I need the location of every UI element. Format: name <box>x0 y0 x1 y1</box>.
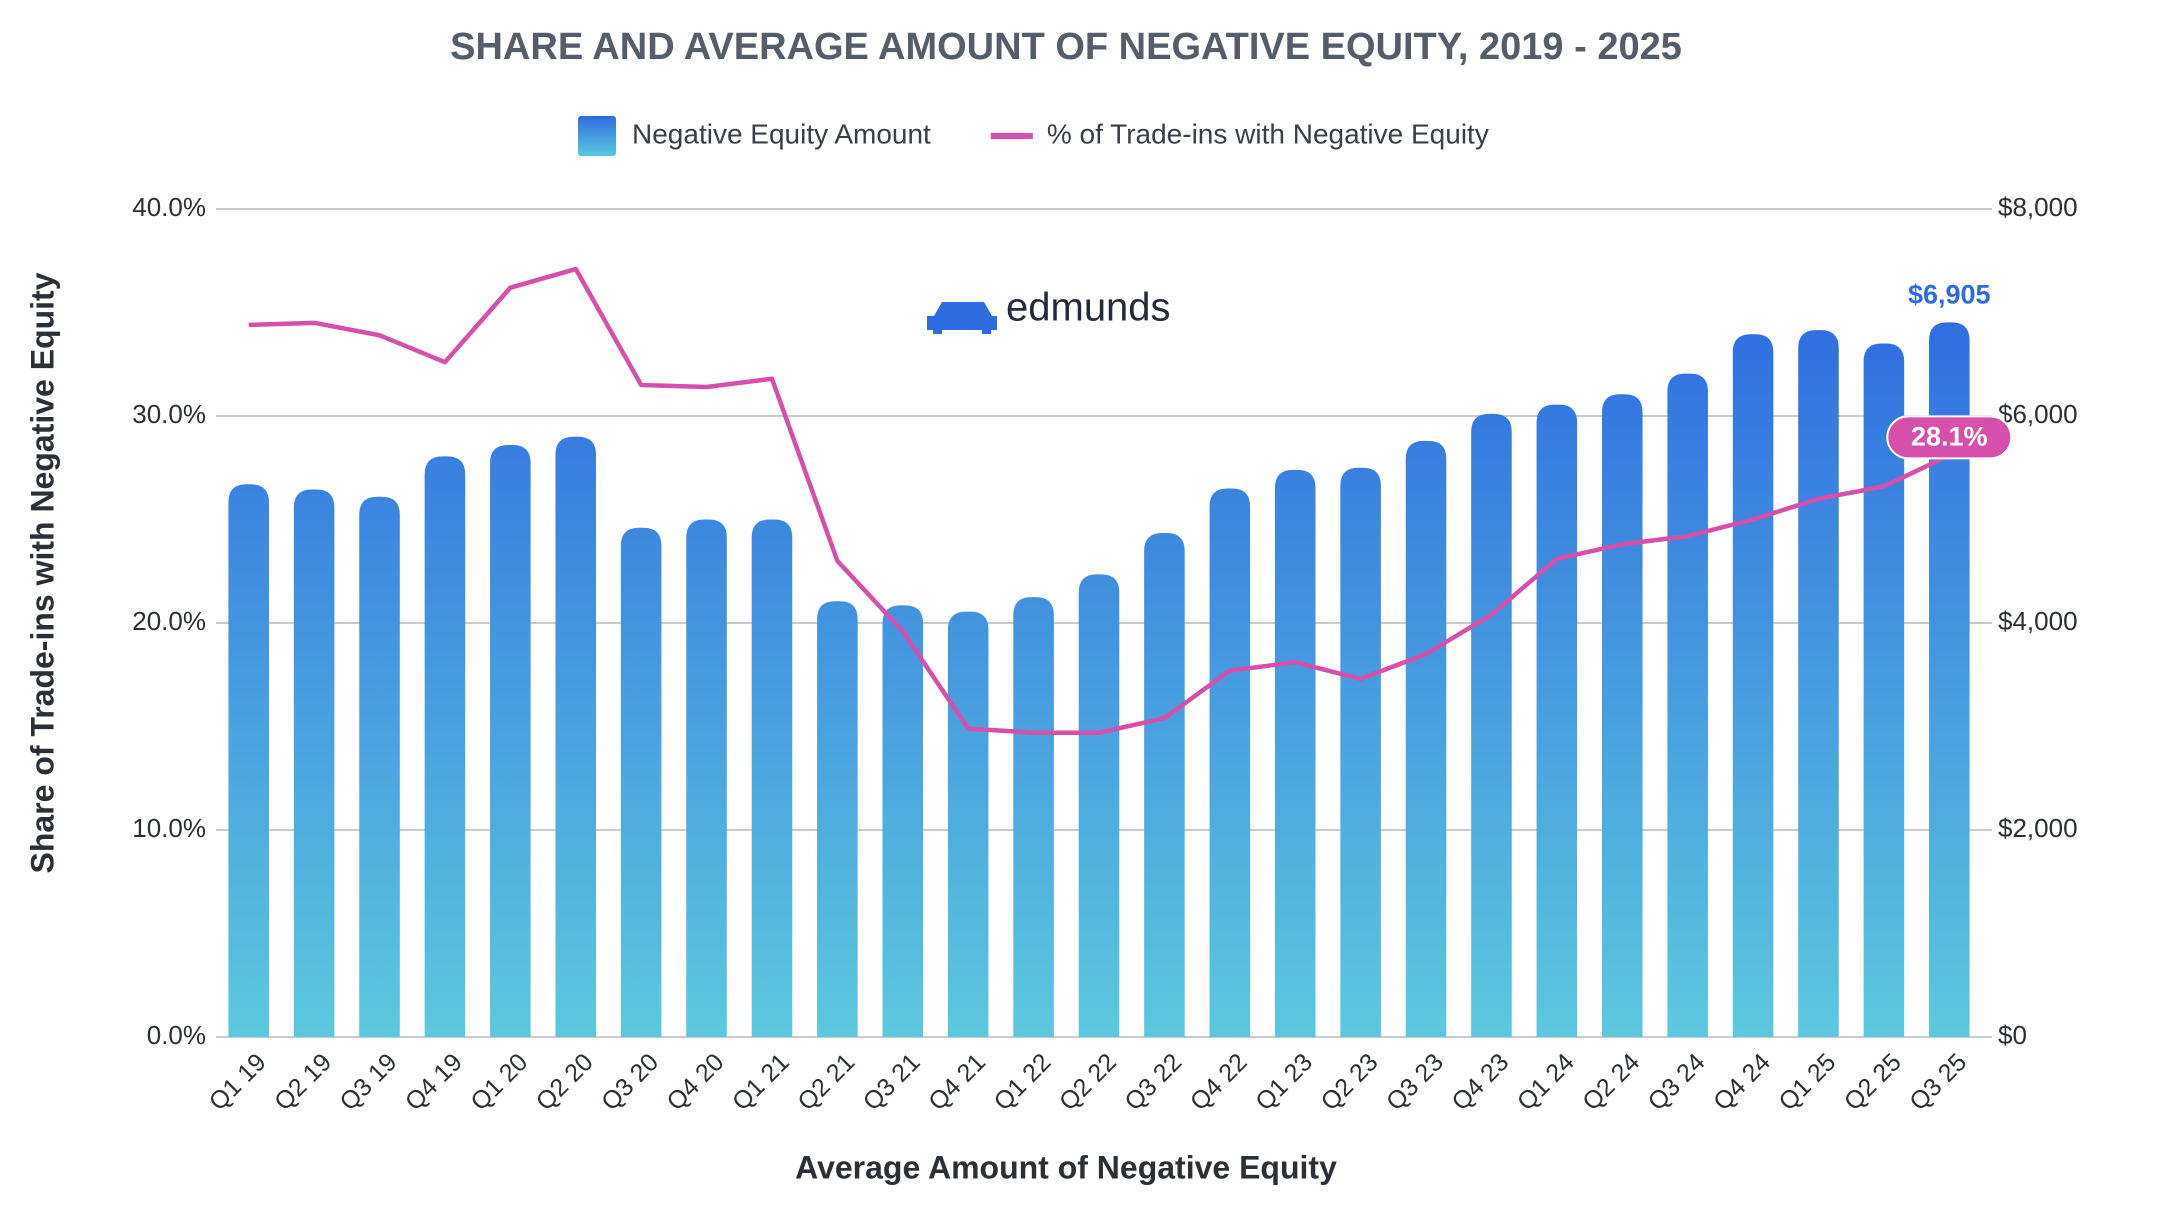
x-tick-label: Q2 25 <box>1839 1048 1907 1116</box>
bar <box>1798 330 1839 1038</box>
bar <box>1144 532 1185 1037</box>
x-tick-label: Q2 19 <box>269 1048 337 1116</box>
x-tick-label: Q2 24 <box>1577 1048 1645 1116</box>
line-label-bg <box>1886 415 2013 460</box>
x-tick-label: Q1 25 <box>1773 1048 1841 1116</box>
bar-value-label: $6,905 <box>1908 279 1991 309</box>
x-tick-label: Q1 19 <box>204 1048 272 1116</box>
bar <box>817 601 858 1037</box>
y-tick-label: 30.0% <box>132 399 206 429</box>
bar <box>490 444 531 1038</box>
bar <box>1078 574 1120 1037</box>
bar <box>882 605 924 1037</box>
y2-tick-label: $8,000 <box>1998 192 2078 222</box>
line-value-label: 28.1% <box>1911 421 1988 451</box>
x-tick-label: Q2 20 <box>531 1048 599 1116</box>
x-tick-label: Q2 23 <box>1316 1048 1384 1116</box>
bar <box>686 519 727 1037</box>
x-tick-label: Q4 22 <box>1185 1048 1253 1116</box>
bar <box>555 436 597 1037</box>
bar <box>1013 597 1054 1037</box>
x-tick-label: Q4 21 <box>923 1048 991 1116</box>
x-tick-label: Q3 24 <box>1643 1048 1711 1116</box>
bar <box>1340 467 1381 1037</box>
bar <box>1274 469 1316 1037</box>
y-tick-label: 20.0% <box>132 606 206 636</box>
y-tick-label: 0.0% <box>147 1020 206 1050</box>
x-tick-label: Q4 19 <box>400 1048 468 1116</box>
x-tick-label: Q2 22 <box>1054 1048 1122 1116</box>
x-tick-label: Q4 24 <box>1708 1048 1776 1116</box>
bar <box>1209 488 1251 1037</box>
legend-label: % of Trade-ins with Negative Equity <box>1047 118 1489 149</box>
bar <box>228 484 269 1037</box>
x-tick-label: Q1 20 <box>465 1048 533 1116</box>
x-tick-label: Q3 21 <box>858 1048 926 1116</box>
bar <box>620 527 662 1037</box>
x-tick-label: Q3 19 <box>334 1048 402 1116</box>
bar <box>1863 343 1905 1037</box>
x-tick-label: Q1 24 <box>1512 1048 1580 1116</box>
y-axis-title: Share of Trade-ins with Negative Equity <box>24 272 60 873</box>
y2-tick-label: $6,000 <box>1998 399 2078 429</box>
bar <box>1732 334 1774 1037</box>
y2-tick-label: $2,000 <box>1998 813 2078 843</box>
legend-swatch <box>578 116 616 156</box>
bar <box>1536 404 1578 1037</box>
x-tick-label: Q3 22 <box>1119 1048 1187 1116</box>
x-tick-label: Q1 21 <box>727 1048 795 1116</box>
x-tick-label: Q3 20 <box>596 1048 664 1116</box>
y-tick-label: 40.0% <box>132 192 206 222</box>
bar <box>751 519 793 1037</box>
x-tick-label: Q1 22 <box>989 1048 1057 1116</box>
x-tick-label: Q3 23 <box>1381 1048 1449 1116</box>
line <box>248 266 1951 735</box>
y-tick-label: 10.0% <box>132 813 206 843</box>
chart-title: SHARE AND AVERAGE AMOUNT OF NEGATIVE EQU… <box>450 26 1682 68</box>
bar <box>1405 440 1447 1038</box>
watermark: edmunds <box>927 286 1171 334</box>
x-tick-label: Q3 25 <box>1904 1048 1972 1116</box>
bar <box>293 489 335 1037</box>
x-tick-label: Q4 23 <box>1446 1048 1514 1116</box>
bar <box>1471 413 1512 1037</box>
y2-tick-label: $0 <box>1998 1020 2027 1050</box>
bar <box>1601 394 1643 1037</box>
y2-tick-label: $4,000 <box>1998 606 2078 636</box>
x-tick-label: Q1 23 <box>1250 1048 1318 1116</box>
watermark-text: edmunds <box>1006 286 1171 330</box>
x-tick-label: Q4 20 <box>662 1048 730 1116</box>
x-axis-title: Average Amount of Negative Equity <box>795 1149 1337 1185</box>
legend-label: Negative Equity Amount <box>632 118 931 149</box>
watermark-logo <box>927 302 997 334</box>
bar <box>359 496 400 1038</box>
bar <box>1929 322 1970 1037</box>
x-tick-label: Q2 21 <box>792 1048 860 1116</box>
bar <box>1667 373 1708 1037</box>
bar <box>424 456 466 1037</box>
bar <box>947 611 989 1037</box>
